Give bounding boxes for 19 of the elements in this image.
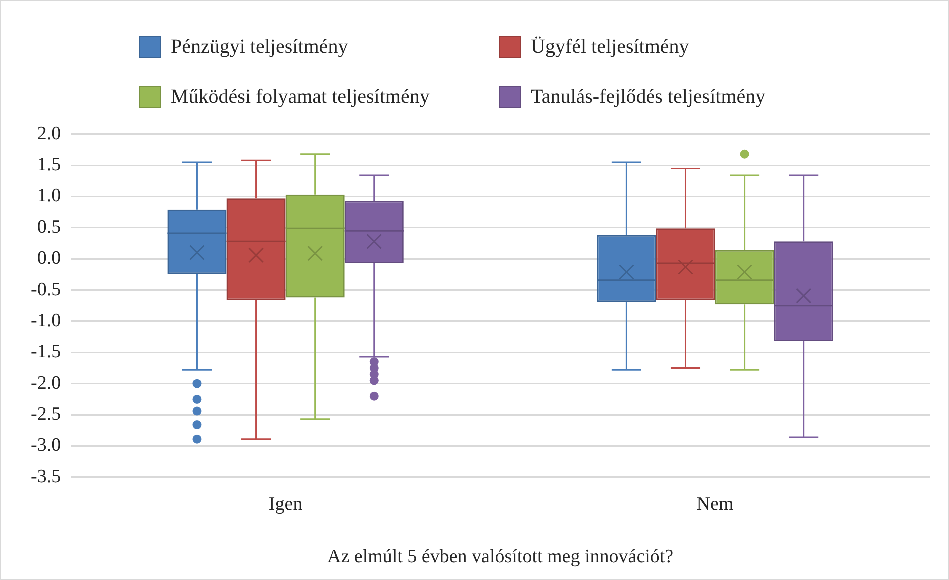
x-tick-label: Nem: [696, 494, 734, 515]
legend-label: Ügyfél teljesítmény: [531, 36, 690, 58]
y-tick-label: -1.0: [31, 310, 62, 332]
x-axis-title: Az elmúlt 5 évben valósított meg innovációt?: [327, 546, 674, 568]
y-tick-label: 0.0: [37, 248, 62, 270]
y-tick-label: -0.5: [31, 279, 62, 300]
y-tick-label: -3.0: [31, 435, 62, 456]
legend-label: Pénzügyi teljesítmény: [171, 36, 348, 58]
y-tick-label: -2.5: [31, 404, 62, 426]
y-tick-label: 2.0: [37, 123, 62, 144]
x-tick-label: Igen: [268, 494, 304, 515]
y-tick-label: -2.0: [31, 372, 62, 394]
y-tick-label: 1.5: [37, 154, 62, 176]
y-tick-label: -1.5: [31, 342, 62, 363]
y-tick-label: 1.0: [37, 186, 62, 207]
legend-label: Működési folyamat teljesítmény: [171, 86, 430, 108]
y-tick-label: -3.5: [31, 466, 62, 488]
legend-label: Tanulás-fejlődés teljesítmény: [531, 86, 766, 108]
y-tick-label: 0.5: [37, 216, 62, 238]
